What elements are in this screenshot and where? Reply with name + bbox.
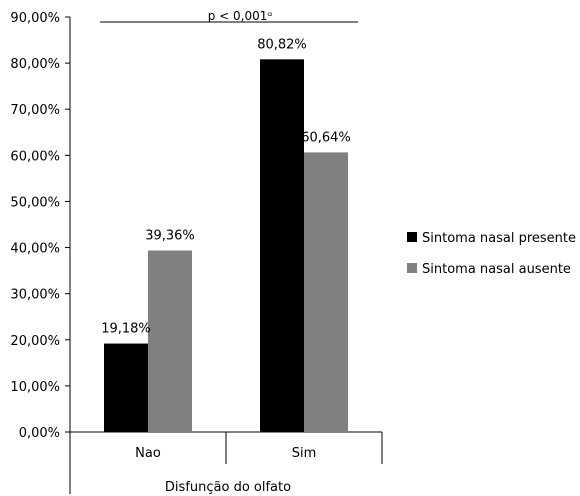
y-tick-label: 80,00% [10, 57, 60, 72]
bar [260, 59, 304, 432]
legend: Sintoma nasal presente Sintoma nasal ause… [407, 231, 576, 277]
bar [148, 250, 192, 432]
bar [304, 152, 348, 433]
x-category-label: Nao [135, 446, 161, 461]
significance-text: p < 0,001ᵅ [208, 9, 273, 23]
bars [104, 59, 348, 433]
bar-value-label: 80,82% [257, 37, 307, 52]
bar-value-label: 39,36% [145, 229, 195, 244]
y-tick-label: 50,00% [10, 195, 60, 210]
y-tick-label: 20,00% [10, 334, 60, 349]
significance-annotation: p < 0,001ᵅ [100, 9, 358, 23]
x-category-label: Sim [292, 446, 317, 461]
y-tick-label: 0,00% [19, 426, 60, 441]
x-axis-title: Disfunção do olfato [165, 480, 291, 495]
y-tick-label: 60,00% [10, 149, 60, 164]
legend-label: Sintoma nasal ausente [422, 262, 571, 277]
y-tick-label: 10,00% [10, 380, 60, 395]
bar-value-label: 19,18% [101, 322, 151, 337]
y-tick-label: 90,00% [10, 11, 60, 26]
legend-swatch [407, 263, 417, 273]
y-tick-label: 40,00% [10, 242, 60, 257]
y-tick-label: 30,00% [10, 288, 60, 303]
y-axis: 0,00% 10,00% 20,00% 30,00% 40,00% 50,00% 60,00… [10, 11, 71, 494]
y-tick-label: 70,00% [10, 103, 60, 118]
x-axis: Nao Sim [69, 431, 383, 464]
legend-swatch [407, 232, 417, 242]
legend-label: Sintoma nasal presente [422, 231, 576, 246]
data-labels: 19,18% 80,82% 39,36% 60,64% [101, 37, 351, 336]
bar-value-label: 60,64% [301, 130, 351, 145]
bar [104, 343, 148, 432]
